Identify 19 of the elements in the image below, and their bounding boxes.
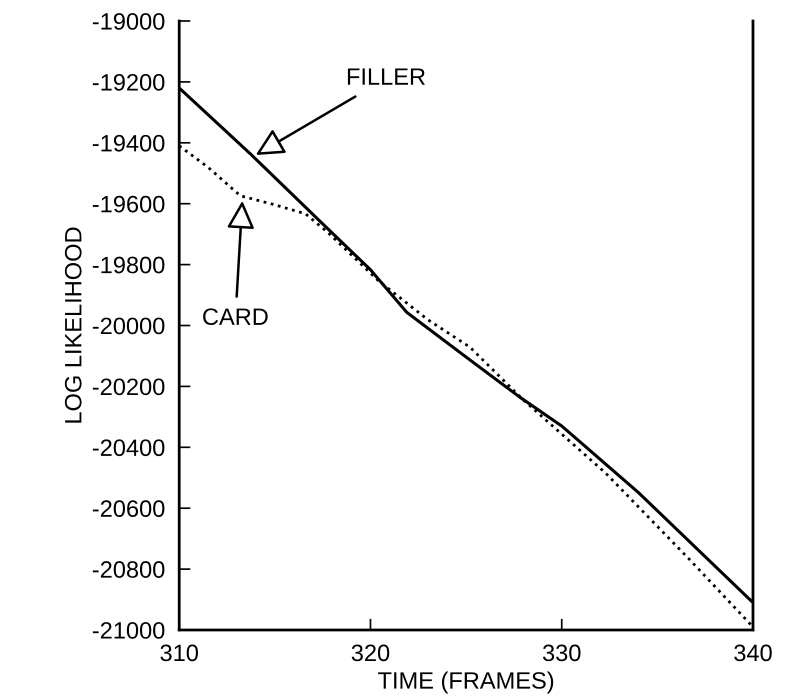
y-tick-label: -19800 [92,256,164,274]
y-tick-label: -19200 [92,74,164,91]
x-axis-title: TIME (FRAMES) [378,671,554,694]
y-tick-label: -20000 [92,318,164,334]
y-tick-label: -19000 [92,13,164,30]
y-tick-label: -20800 [92,561,164,578]
annotation: CARD [203,308,268,326]
x-tick-label: 310 [160,644,198,662]
x-tick-label: 320 [352,644,390,662]
y-tick-label: -21000 [92,622,164,639]
y-tick-label: -19600 [92,196,164,212]
y-tick-label: -20600 [92,500,164,517]
y-tick-label: -19400 [92,134,164,152]
x-tick-label: 330 [542,644,581,662]
y-tick-label: -20200 [92,378,164,396]
y-axis-title: LOG LIKELIHOOD [64,228,82,423]
annotation: FILLER [348,68,425,85]
y-tick-label: -20400 [92,439,164,456]
x-tick-label: 340 [734,644,772,662]
